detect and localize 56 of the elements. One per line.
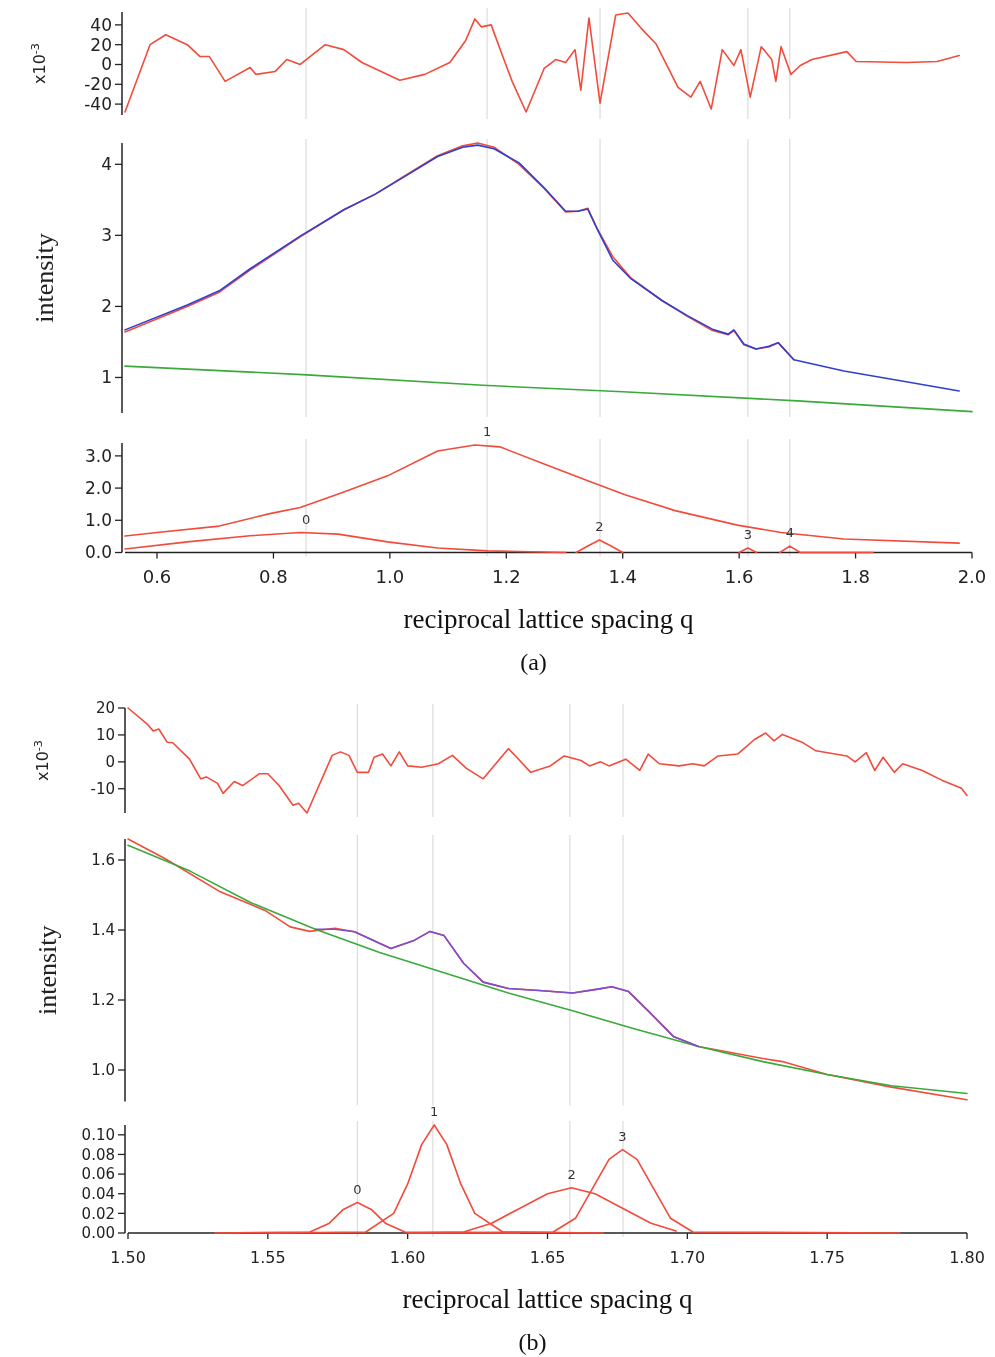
- x-tick-label: 1.80: [949, 1248, 985, 1267]
- y-tick-label: 1.6: [91, 851, 115, 870]
- y-tick-label: 1.0: [91, 1061, 115, 1080]
- x-tick-label: 1.2: [491, 565, 521, 587]
- annotation: 1: [482, 423, 492, 439]
- annotation: 0: [353, 1181, 362, 1197]
- x-tick-label: 1.50: [110, 1248, 146, 1267]
- x-tick-label: 1.6: [724, 565, 754, 587]
- y-tick-label: 20: [90, 34, 112, 55]
- annotation: 3: [743, 526, 753, 542]
- y-tick-label: 0: [105, 753, 115, 772]
- x-tick-label: 1.4: [608, 565, 638, 587]
- x-tick-label: 2.0: [957, 565, 987, 587]
- annotation: 3: [618, 1128, 627, 1144]
- y-tick-label: 1.2: [91, 991, 115, 1010]
- y-tick-label: -10: [90, 780, 115, 799]
- y-tick-label: 2: [101, 296, 112, 317]
- x-tick-label: 1.70: [669, 1248, 706, 1267]
- y-tick-label: 0.0: [84, 542, 112, 563]
- x-tick-label: 1.60: [389, 1248, 426, 1267]
- x-tick-label: 1.0: [375, 565, 405, 587]
- y-tick-label: 3: [101, 225, 112, 246]
- y-tick-label: 0.10: [81, 1126, 115, 1145]
- y-tick-label: 0.00: [81, 1224, 115, 1243]
- y-tick-label: 0.08: [81, 1145, 115, 1164]
- x-tick-label: 1.55: [250, 1248, 286, 1267]
- y-tick-label: 0.06: [81, 1165, 115, 1184]
- y-tick-label: 1.0: [84, 510, 112, 531]
- y-tick-label: 1: [101, 367, 112, 388]
- y-tick-label: 0: [101, 54, 112, 75]
- x-axis-title: reciprocal lattice spacing q: [403, 603, 695, 634]
- y-tick-label: 20: [95, 699, 115, 718]
- y-tick-label: -40: [84, 94, 112, 115]
- y-tick-label: 40: [90, 14, 112, 35]
- y-tick-label: 0.04: [81, 1184, 115, 1203]
- annotation: 2: [567, 1166, 576, 1182]
- text: (b): [518, 1329, 547, 1355]
- x-tick-label: 1.8: [841, 565, 870, 587]
- x-tick-label: 1.75: [809, 1248, 845, 1267]
- y-tick-label: 2.0: [84, 478, 112, 499]
- y-tick-label: 4: [101, 154, 112, 175]
- y-tick-label: 3.0: [84, 445, 112, 466]
- text: (a): [520, 648, 547, 675]
- x-tick-label: 1.65: [529, 1248, 566, 1267]
- annotation: 2: [595, 518, 604, 534]
- x-axis-title: reciprocal lattice spacing q: [402, 1284, 694, 1314]
- x-tick-label: 0.8: [259, 565, 288, 587]
- y-axis-title: intensity: [33, 925, 62, 1016]
- y-tick-label: -20: [84, 74, 112, 95]
- y-tick-label: 0.02: [81, 1204, 115, 1223]
- annotation: 0: [301, 511, 311, 527]
- y-axis-title: intensity: [30, 233, 59, 323]
- x-tick-label: 0.6: [142, 565, 172, 587]
- annotation: 1: [430, 1104, 439, 1119]
- y-tick-label: 10: [95, 726, 115, 745]
- y-tick-label: 1.4: [91, 921, 115, 940]
